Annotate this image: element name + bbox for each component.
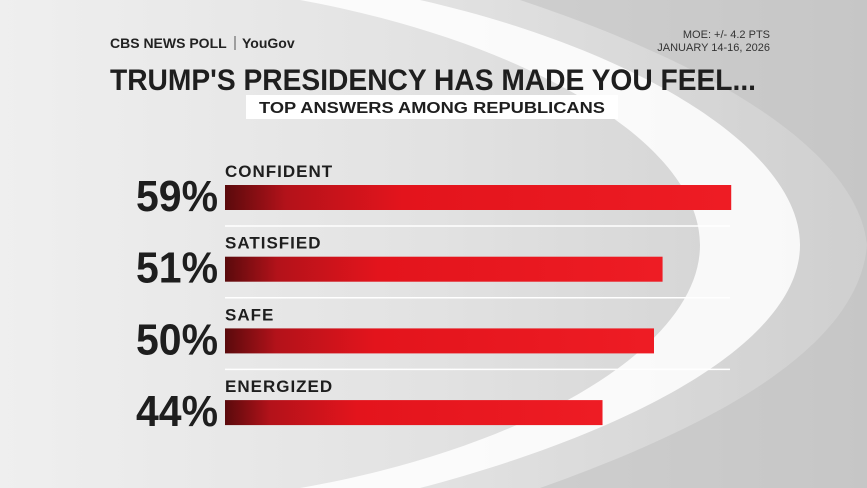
subtitle: TOP ANSWERS AMONG REPUBLICANS <box>259 100 605 117</box>
value-label: 44% <box>136 387 218 436</box>
brand: CBS NEWS POLL <box>110 35 227 51</box>
bar <box>225 328 654 354</box>
swoosh-shade <box>520 0 867 488</box>
date: JANUARY 14-16, 2026 <box>657 42 770 54</box>
category-label: SAFE <box>225 305 274 324</box>
swoosh <box>300 0 800 488</box>
value-label: 50% <box>136 315 218 364</box>
category-label: SATISFIED <box>225 234 322 253</box>
chart-title: TRUMP'S PRESIDENCY HAS MADE YOU FEEL... <box>110 64 756 97</box>
subtitle-box <box>246 95 618 119</box>
value-label: 51% <box>136 244 218 293</box>
partner: YouGov <box>242 35 295 51</box>
category-label: ENERGIZED <box>225 377 333 396</box>
bar <box>225 185 732 210</box>
category-label: CONFIDENT <box>225 162 333 181</box>
bar <box>225 400 603 426</box>
moe: MOE: +/- 4.2 PTS <box>683 29 770 41</box>
value-label: 59% <box>136 172 218 221</box>
bar <box>225 256 663 282</box>
